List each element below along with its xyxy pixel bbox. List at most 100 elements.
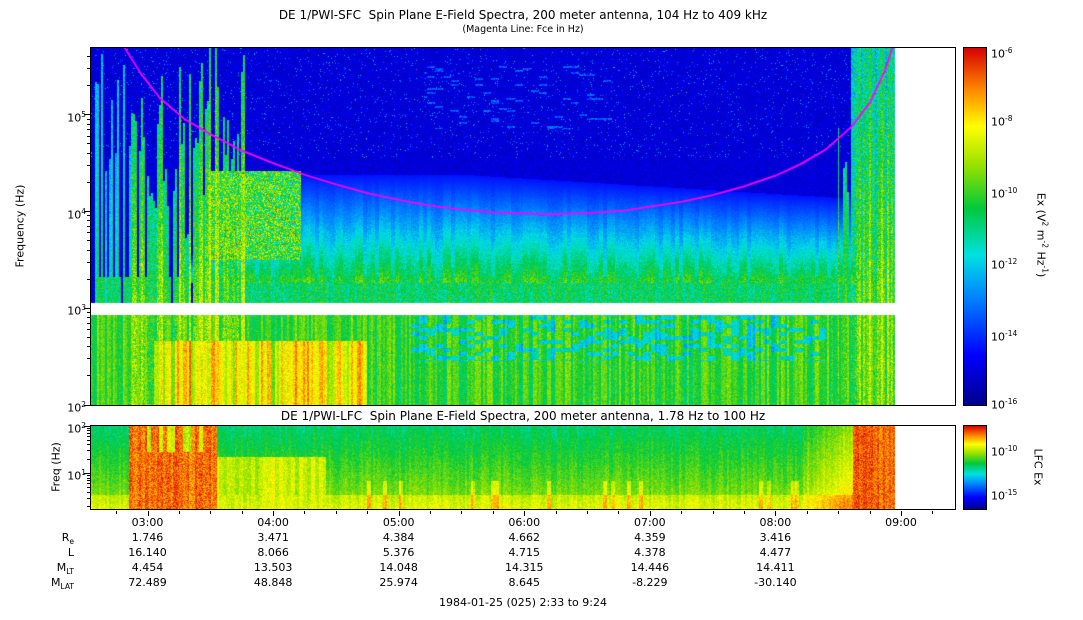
y-minor-tick [87,85,90,87]
y-minor-tick [87,220,90,222]
x-minor-tick [116,511,118,514]
ephemeris-value: 4.454 [131,561,164,574]
ephemeris-value: 3.416 [759,531,792,544]
x-tick-label: 07:00 [633,516,666,529]
x-tick-mark [649,511,651,516]
x-minor-tick [869,511,871,514]
ephemeris-value: 4.715 [508,546,541,559]
x-tick-label: 03:00 [131,516,164,529]
y-minor-tick [87,129,90,131]
ephemeris-value: 8.645 [508,576,541,589]
x-minor-tick [838,511,840,514]
y-minor-tick [87,261,90,263]
y-minor-tick [87,118,90,120]
x-tick-label: 08:00 [759,516,792,529]
y-tick-mark [84,307,90,309]
x-minor-tick [304,511,306,514]
ephemeris-value: 4.662 [508,531,541,544]
y-minor-tick [87,68,90,70]
lfc-y-minor-tick [87,450,90,452]
lfc-colorbar [963,425,987,510]
x-tick-label: 05:00 [382,516,415,529]
y-minor-tick [87,312,90,314]
x-minor-tick [335,511,337,514]
y-tick-label: 102 [67,400,86,415]
ephemeris-value: 48.848 [253,576,293,589]
x-minor-tick [492,511,494,514]
x-minor-tick [461,511,463,514]
lfc-colorbar-label: LFC Ex [1031,448,1045,486]
ephemeris-value: 72.489 [128,576,167,589]
footer-time-range: 1984-01-25 (025) 2:33 to 9:24 [439,596,607,609]
ephemeris-value: -8.229 [632,576,668,589]
x-tick-mark [775,511,777,516]
ephemeris-value: 14.446 [630,561,670,574]
lfc-colorbar-tick-label: 10-10 [991,443,1018,459]
ephemeris-value: 4.378 [634,546,666,559]
x-minor-tick [932,511,934,514]
sfc-title: DE 1/PWI-SFC Spin Plane E-Field Spectra,… [278,8,768,22]
y-tick-label: 103 [67,303,86,318]
ephemeris-value: 8.066 [257,546,289,559]
y-minor-tick [87,135,90,137]
ephemeris-row-label: MLAT [51,576,74,592]
x-tick-mark [398,511,400,516]
lfc-y-minor-tick [87,483,90,485]
y-minor-tick [87,240,90,242]
x-tick-label: 04:00 [257,516,289,529]
lfc-y-minor-tick [87,491,90,493]
y-minor-tick [87,181,90,183]
ephemeris-value: 16.140 [128,546,167,559]
sfc-colorbar-tick-label: 10-12 [991,257,1018,273]
x-minor-tick [681,511,683,514]
y-tick-label: 105 [67,109,86,125]
sfc-colorbar-tick-label: 10-14 [991,329,1018,344]
x-tick-mark [901,511,902,516]
lfc-y-minor-tick [87,480,90,482]
ephemeris-value: 1.746 [131,531,164,544]
sfc-colorbar-tick-label: 10-6 [991,46,1013,61]
x-minor-tick [587,511,589,514]
y-tick-label: 104 [67,206,86,222]
lfc-y-minor-tick [87,427,90,429]
lfc-y-tick-label: 102 [67,421,86,436]
lfc-y-minor-tick [87,444,90,446]
y-minor-tick [87,278,90,280]
ephemeris-value: -30.140 [754,576,797,589]
x-tick-label: 09:00 [885,516,917,529]
x-minor-tick [555,511,557,514]
y-tick-mark [84,404,90,406]
x-minor-tick [712,511,714,514]
x-minor-tick [210,511,212,514]
ephemeris-value: 3.471 [257,531,289,544]
y-tick-mark [84,114,90,116]
x-tick-mark [273,511,275,516]
x-minor-tick [241,511,243,514]
ephemeris-value: 5.376 [382,546,415,559]
ephemeris-value: 14.315 [505,561,544,574]
y-minor-tick [87,358,90,360]
ephemeris-value: 4.477 [759,546,792,559]
sfc-subtitle: (Magenta Line: Fce in Hz) [462,24,584,35]
lfc-y-minor-tick [87,432,90,434]
x-tick-label: 06:00 [508,516,541,529]
lfc-y-minor-tick [87,439,90,441]
y-minor-tick [87,164,90,166]
lfc-y-minor-tick [87,477,90,479]
ephemeris-value: 4.359 [634,531,666,544]
y-minor-tick [87,249,90,251]
lfc-y-minor-tick [87,475,90,477]
y-minor-tick [87,375,90,377]
sfc-spectrogram-canvas [91,48,955,405]
y-minor-tick [87,56,90,57]
x-tick-mark [147,511,149,516]
lfc-y-minor-tick [87,506,90,508]
ephemeris-value: 14.048 [379,561,418,574]
lfc-y-minor-tick [87,458,90,460]
lfc-y-minor-tick [87,436,90,438]
y-minor-tick [87,143,90,145]
lfc-y-tick-mark [84,425,90,427]
y-minor-tick [87,317,90,319]
ephemeris-value: 25.974 [379,576,418,589]
